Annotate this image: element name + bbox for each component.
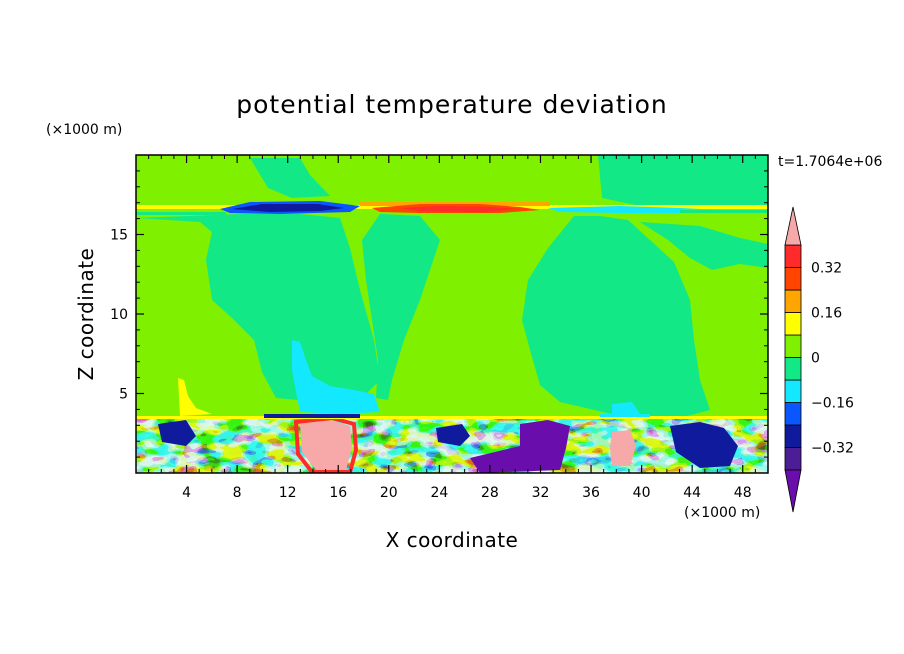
- colorbar-tick-label: −0.16: [811, 396, 854, 412]
- colorbar-bin: [784, 447, 802, 471]
- x-tick-label: 12: [279, 485, 297, 501]
- field-plume-negative: [250, 158, 330, 198]
- upper-band-red-core: [400, 206, 520, 212]
- upper-band-cyan: [548, 206, 720, 213]
- field-plume-negative: [640, 222, 768, 270]
- heatmap-field: [136, 155, 768, 473]
- field-cyan-intrusion: [612, 402, 640, 416]
- y-axis-ticks: 5 10 15: [110, 170, 768, 458]
- x-tick-label: 4: [182, 485, 191, 501]
- colorbar: 0.32 0.16 0 −0.16 −0.32: [784, 206, 854, 513]
- colorbar-under-triangle: [784, 469, 802, 513]
- colorbar-bin: [784, 379, 802, 403]
- y-axis-label: Z coordinate: [74, 248, 98, 381]
- colorbar-bin: [784, 312, 802, 336]
- x-tick-label: 40: [633, 485, 651, 501]
- x-tick-label: 48: [734, 485, 752, 501]
- colorbar-bin: [784, 289, 802, 313]
- x-tick-label: 16: [329, 485, 347, 501]
- colorbar-bin: [784, 357, 802, 381]
- field-plume-negative: [362, 214, 440, 400]
- colorbar-bin: [784, 334, 802, 358]
- time-label: t=1.7064e+06: [778, 154, 882, 170]
- colorbar-bin: [784, 424, 802, 448]
- x-tick-label: 32: [532, 485, 550, 501]
- x-unit-label: (×1000 m): [684, 505, 760, 521]
- chart-title: potential temperature deviation: [236, 90, 667, 119]
- bl-navy-cell: [670, 422, 738, 468]
- x-tick-label: 8: [233, 485, 242, 501]
- x-axis-ticks: 4 8 12 16 20 24 28 32 36 40 44 48: [148, 155, 756, 501]
- field-plume-negative: [522, 216, 710, 418]
- field-plume-negative: [136, 214, 380, 402]
- colorbar-tick-label: −0.32: [811, 441, 854, 457]
- x-tick-label: 44: [683, 485, 701, 501]
- field-cyan-intrusion: [292, 340, 380, 414]
- colorbar-tick-label: 0.32: [811, 261, 842, 277]
- colorbar-bin: [784, 402, 802, 426]
- upper-band-navy: [232, 204, 344, 212]
- bl-pink-cell: [610, 430, 636, 466]
- y-unit-label: (×1000 m): [46, 122, 122, 138]
- colorbar-bin: [784, 267, 802, 291]
- upper-band-green-strip: [680, 210, 768, 213]
- x-tick-label: 24: [430, 485, 448, 501]
- bl-pink-cell: [300, 420, 352, 470]
- bl-top-navy: [264, 414, 360, 418]
- bl-top-yellow: [136, 416, 768, 419]
- bl-navy-cell: [158, 420, 196, 446]
- y-tick-label: 15: [110, 228, 128, 244]
- colorbar-tick-label: 0: [811, 351, 820, 367]
- x-tick-label: 28: [481, 485, 499, 501]
- x-tick-label: 20: [380, 485, 398, 501]
- field-yellow-feature: [178, 378, 212, 416]
- bl-purple-cell: [470, 420, 570, 473]
- colorbar-tick-label: 0.16: [811, 306, 842, 322]
- colorbar-over-triangle: [784, 206, 802, 246]
- bl-top-cyan: [600, 414, 650, 417]
- y-tick-label: 10: [110, 307, 128, 323]
- x-tick-label: 36: [582, 485, 600, 501]
- upper-band-green-strip: [136, 212, 226, 215]
- y-tick-label: 5: [119, 387, 128, 403]
- x-axis-label: X coordinate: [386, 528, 519, 552]
- bl-navy-cell: [436, 424, 470, 446]
- colorbar-bin: [784, 244, 802, 268]
- field-plume-negative: [598, 155, 768, 206]
